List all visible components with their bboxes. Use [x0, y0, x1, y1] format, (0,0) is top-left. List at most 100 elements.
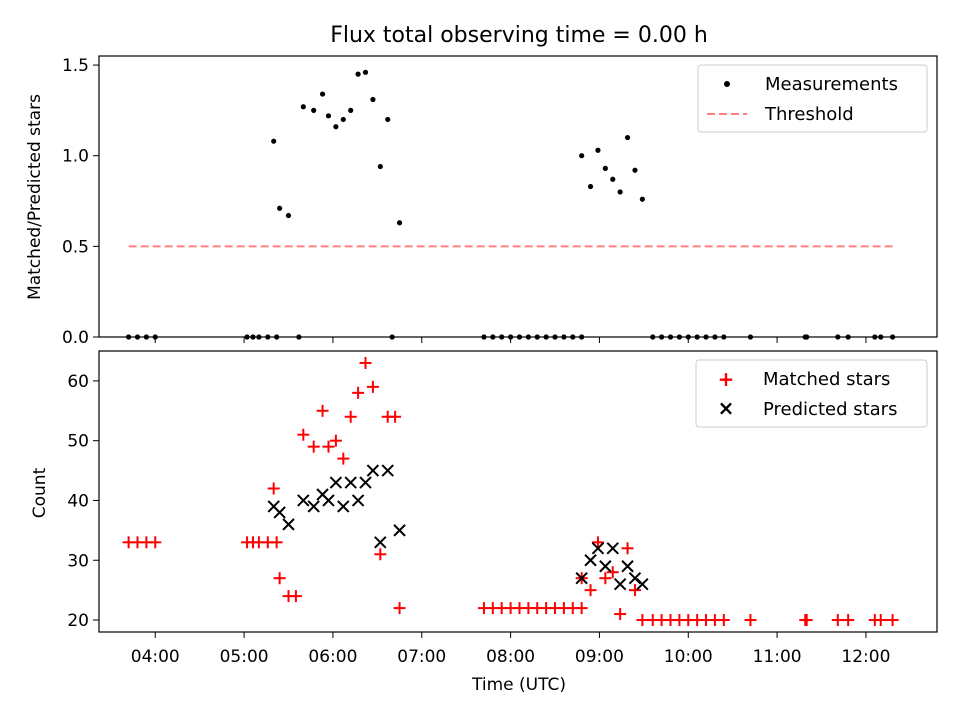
bottom-xlabel: Time (UTC) [471, 675, 566, 695]
matched-stars-point [831, 614, 844, 627]
measurements-point [385, 116, 391, 123]
top-panel: Matched/Predicted stars 0.0 0.5 1.0 1.5 Mea… [25, 55, 938, 348]
matched-stars-point [614, 608, 627, 621]
x-tick-label: 07:00 [397, 647, 446, 667]
x-tick-label: 08:00 [486, 647, 535, 667]
matched-stars-point [289, 590, 302, 603]
predicted-stars-point [374, 536, 387, 549]
predicted-stars-point [307, 500, 320, 513]
predicted-stars-point [575, 571, 588, 585]
predicted-stars-point [591, 542, 605, 555]
matched-stars-point [744, 614, 757, 627]
chart-title: Flux total observing time = 0.00 h [330, 23, 708, 48]
legend-matched-label: Matched stars [763, 369, 890, 390]
measurements-point [271, 138, 277, 144]
matched-stars-point [591, 536, 604, 549]
matched-stars-point [352, 386, 365, 399]
measurements-point [595, 147, 601, 153]
matched-stars-point [628, 584, 641, 597]
legend-matched-marker: + [718, 367, 735, 391]
matched-stars-point [389, 410, 402, 423]
x-tick-label: 06:00 [308, 647, 357, 667]
predicted-stars-point [337, 500, 350, 513]
top-legend-box [697, 64, 928, 133]
measurements-point [602, 165, 608, 171]
predicted-stars-point [273, 506, 286, 519]
predicted-stars-point [613, 577, 627, 591]
bottom-plot-area [122, 356, 899, 627]
legend-predicted-label: Predicted stars [763, 399, 897, 420]
top-ylabel: Matched/Predicted stars [25, 94, 45, 300]
predicted-stars-point [344, 476, 357, 489]
predicted-stars-point [282, 518, 295, 531]
measurements-point [579, 153, 585, 159]
bottom-legend-box [695, 359, 928, 428]
matched-stars-point [717, 614, 730, 627]
measurements-point [396, 220, 403, 226]
predicted-stars-point [297, 494, 310, 507]
predicted-stars-point [359, 476, 372, 489]
measurements-point [311, 107, 317, 113]
bottom-x-ticks: 04:00 05:00 06:00 07:00 08:00 09:00 10:00 11:00… [131, 632, 890, 667]
top-y-ticks: 0.0 0.5 1.0 1.5 [62, 56, 99, 348]
matched-stars-point [621, 542, 634, 555]
matched-stars-point [316, 404, 329, 417]
measurements-point [285, 212, 292, 219]
matched-stars-point [322, 440, 335, 453]
x-tick-label: 11:00 [753, 647, 802, 667]
matched-stars-point [606, 566, 619, 579]
measurements-point [325, 113, 332, 119]
predicted-stars-point [599, 560, 612, 573]
predicted-stars-point [393, 524, 406, 537]
matched-stars-point [575, 602, 588, 615]
measurements-point [632, 167, 638, 173]
matched-stars-point [599, 572, 612, 585]
matched-stars-point [393, 602, 406, 615]
predicted-stars-point [606, 542, 619, 555]
measurements-point [362, 69, 369, 75]
matched-stars-point [267, 482, 280, 495]
predicted-stars-point [322, 494, 335, 507]
y-tick-label: 20 [67, 611, 89, 631]
matched-stars-point [329, 434, 342, 447]
x-tick-label: 05:00 [220, 647, 269, 667]
measurements-point [348, 107, 354, 113]
measurements-point [277, 205, 283, 211]
y-tick-label: 1.5 [62, 56, 89, 76]
bottom-ylabel: Count [30, 467, 50, 518]
matched-stars-point [366, 380, 379, 393]
matched-stars-point [344, 410, 357, 423]
predicted-stars-point [636, 577, 649, 591]
matched-stars-point [337, 452, 350, 465]
measurements-point [333, 124, 339, 130]
bottom-legend: + Matched stars × Predicted stars [695, 359, 928, 428]
y-tick-label: 0.5 [62, 237, 89, 257]
x-tick-label: 04:00 [131, 647, 180, 667]
legend-threshold-label: Threshold [764, 104, 854, 125]
x-tick-label: 12:00 [841, 647, 890, 667]
measurements-point [300, 104, 306, 110]
predicted-stars-point [366, 464, 380, 477]
y-tick-label: 40 [67, 491, 89, 511]
bottom-panel: Count 20 30 40 50 60 04:00 05:00 06:00 07:00 08:… [30, 350, 938, 695]
matched-stars-point [307, 440, 320, 453]
predicted-stars-point [329, 476, 343, 489]
matched-stars-point [842, 614, 855, 627]
matched-stars-point [270, 536, 283, 549]
matched-stars-point [636, 614, 649, 627]
measurements-point [319, 91, 326, 97]
x-tick-label: 10:00 [664, 647, 713, 667]
predicted-stars-point [351, 494, 365, 507]
matched-stars-point [886, 614, 899, 627]
matched-stars-point [584, 584, 597, 597]
bottom-y-ticks: 20 30 40 50 60 [67, 372, 99, 631]
matched-stars-point [149, 536, 162, 549]
predicted-stars-point [628, 571, 642, 585]
top-legend: Measurements Threshold [697, 64, 928, 133]
matched-stars-point [874, 614, 887, 627]
matched-stars-point [374, 548, 387, 561]
y-tick-label: 50 [67, 432, 89, 452]
measurements-point [340, 116, 346, 123]
x-tick-label: 09:00 [575, 647, 624, 667]
